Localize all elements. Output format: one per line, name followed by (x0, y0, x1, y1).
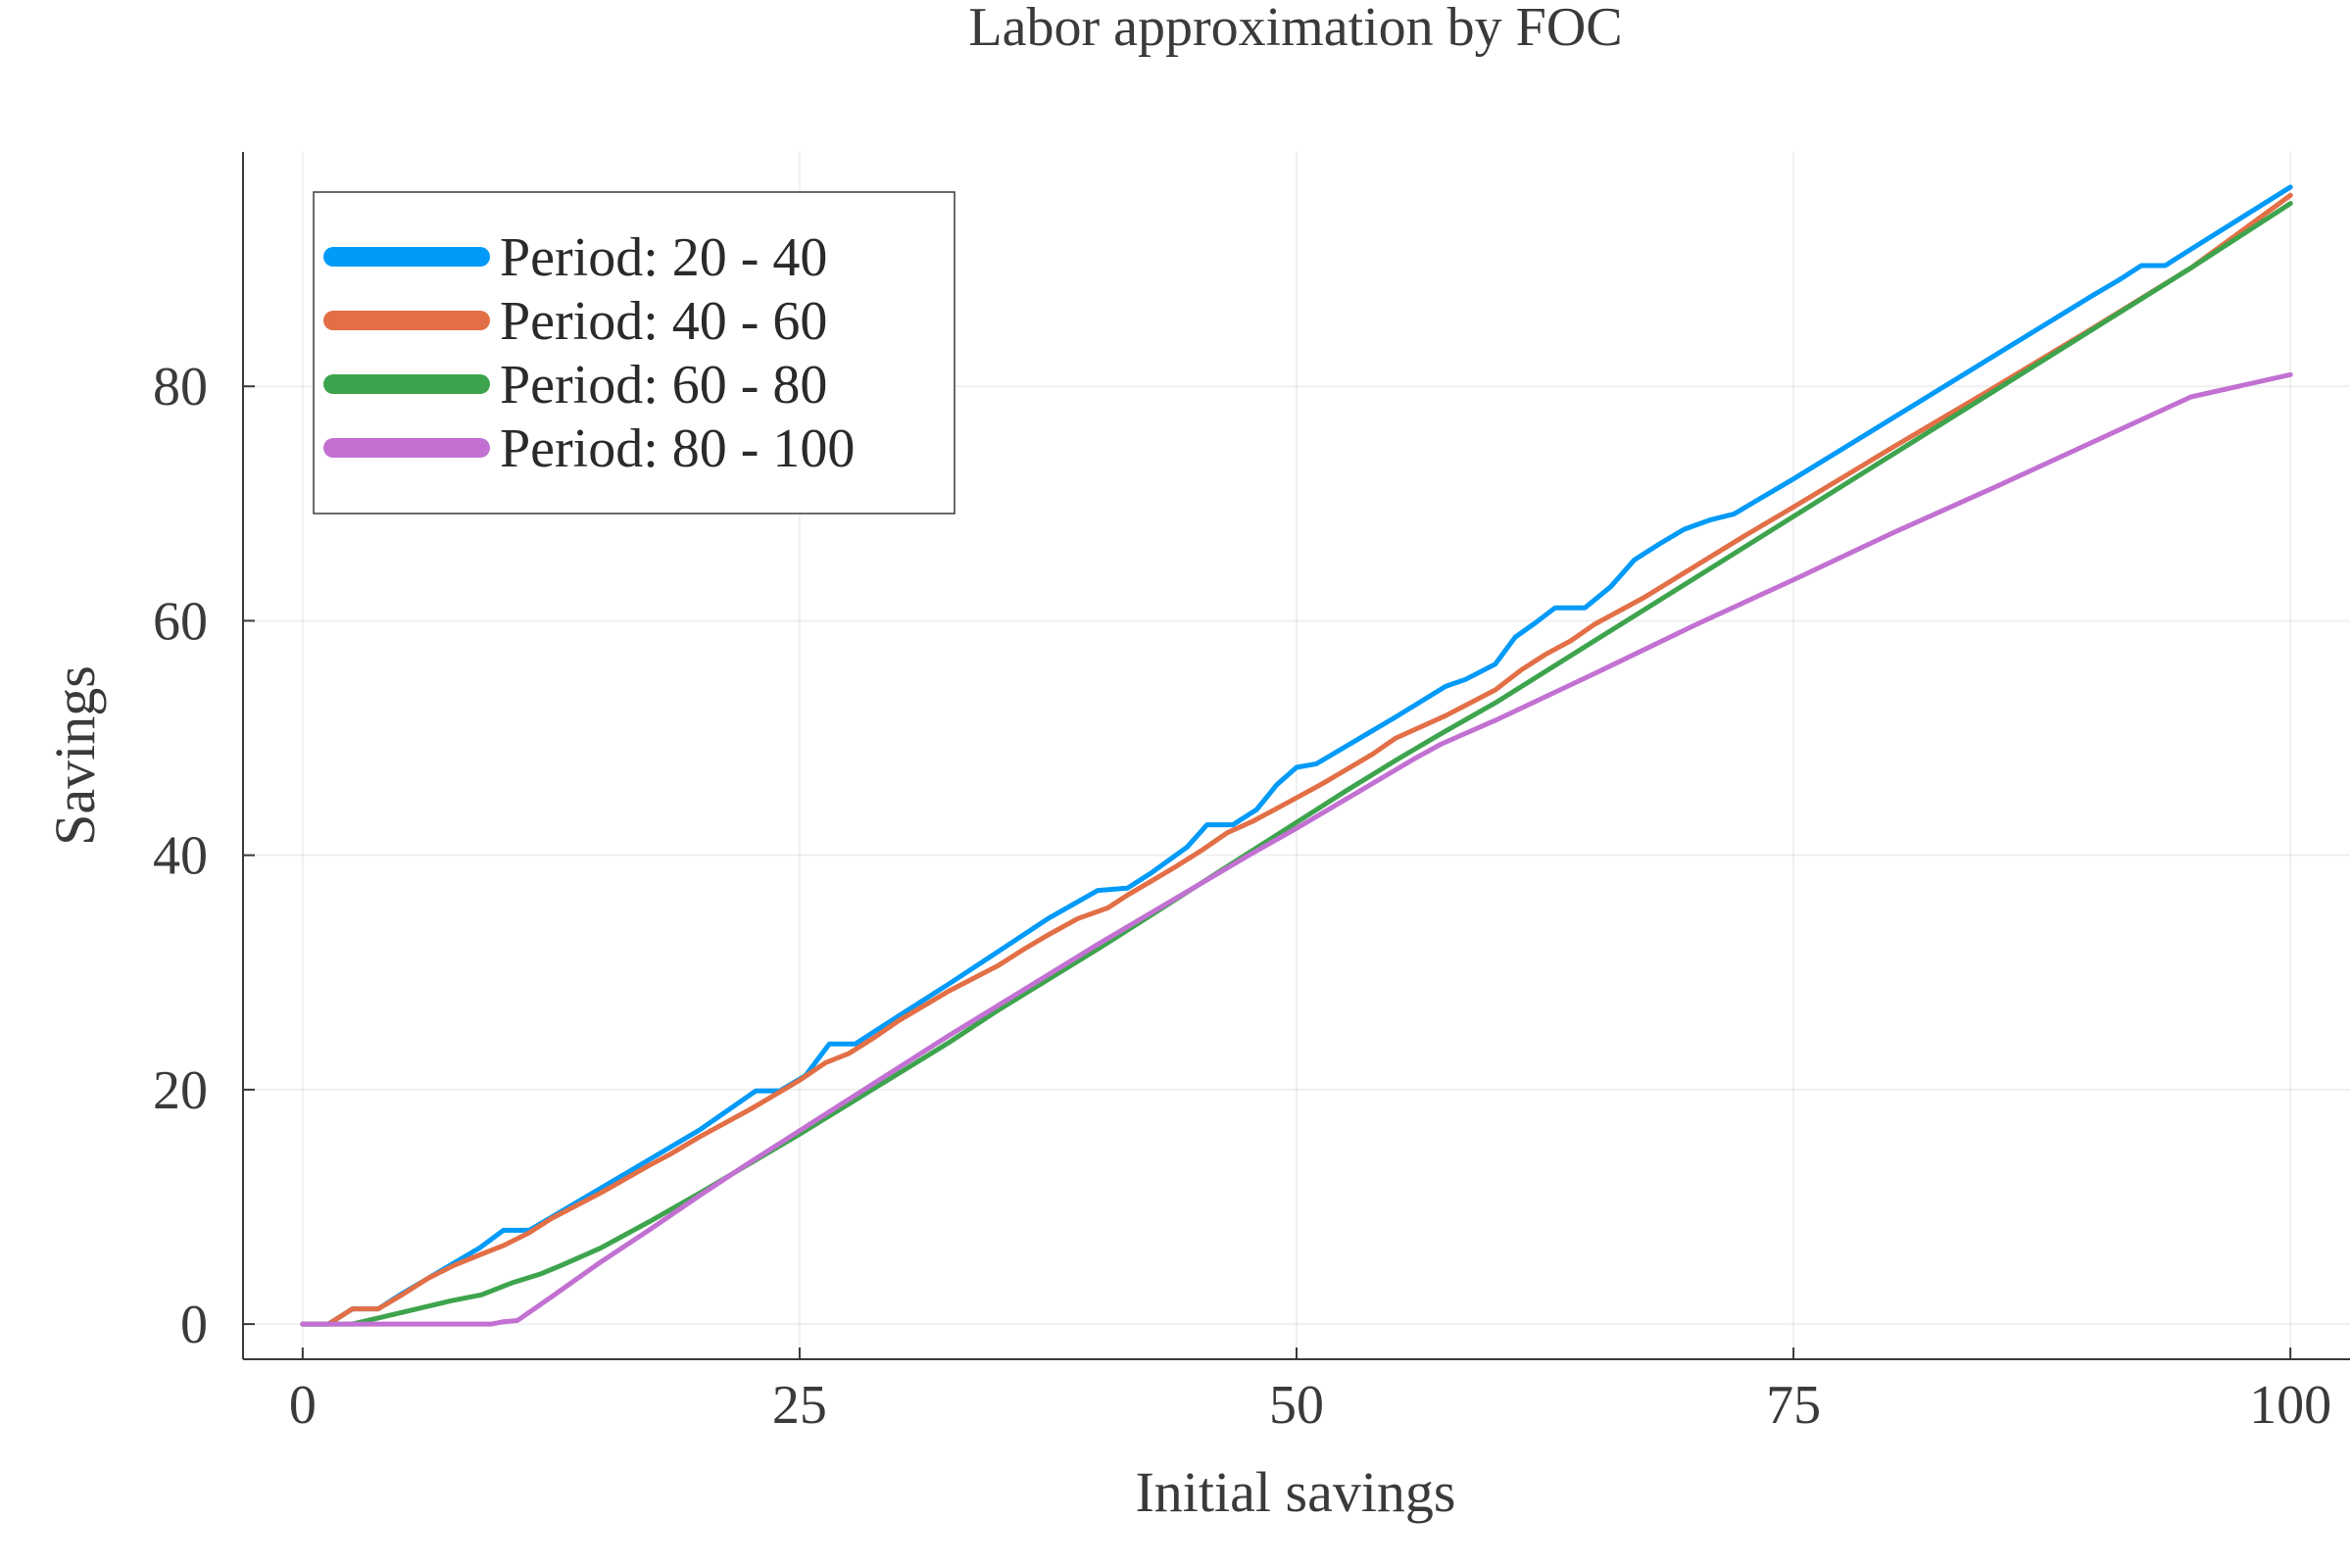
legend-label: Period: 20 - 40 (500, 227, 827, 288)
series-line-2 (300, 192, 2293, 1327)
legend-label: Period: 60 - 80 (500, 355, 827, 416)
series-line-3 (300, 201, 2293, 1327)
x-axis-ticks: 0 25 50 75 100 (289, 1348, 2331, 1436)
x-tick-label: 50 (1269, 1375, 1324, 1436)
y-tick-label: 80 (153, 357, 208, 417)
y-axis-label: Savings (43, 665, 107, 846)
x-tick-label: 75 (1766, 1375, 1821, 1436)
legend-box (313, 191, 956, 514)
x-tick-label: 0 (289, 1375, 317, 1436)
series-line-4 (300, 371, 2293, 1327)
legend-label: Period: 40 - 60 (500, 291, 827, 352)
y-tick-label: 20 (153, 1060, 208, 1121)
chart-title: Labor approximation by FOC (968, 0, 1622, 58)
series-lines (300, 184, 2293, 1327)
x-axis-label: Initial savings (1135, 1460, 1455, 1524)
x-tick-label: 25 (772, 1375, 827, 1436)
y-tick-label: 0 (180, 1295, 208, 1355)
y-tick-label: 40 (153, 826, 208, 887)
x-tick-label: 100 (2249, 1375, 2331, 1436)
legend-label: Period: 80 - 100 (500, 418, 855, 479)
y-tick-label: 60 (153, 591, 208, 652)
y-axis-ticks: 0 20 40 60 80 (153, 357, 255, 1355)
